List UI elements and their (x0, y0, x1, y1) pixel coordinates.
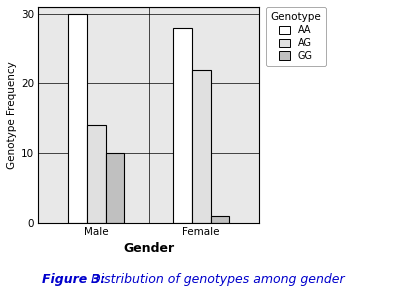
Legend: AA, AG, GG: AA, AG, GG (266, 7, 326, 66)
Text: Distribution of genotypes among gender: Distribution of genotypes among gender (87, 273, 344, 286)
Bar (211, 216, 229, 223)
Bar (106, 153, 125, 223)
Bar (173, 28, 192, 223)
Text: Figure 3:: Figure 3: (42, 273, 105, 286)
Bar (68, 14, 87, 223)
Bar (192, 69, 211, 223)
Bar (87, 125, 106, 223)
Y-axis label: Genotype Frequency: Genotype Frequency (7, 61, 17, 169)
X-axis label: Gender: Gender (123, 242, 174, 255)
